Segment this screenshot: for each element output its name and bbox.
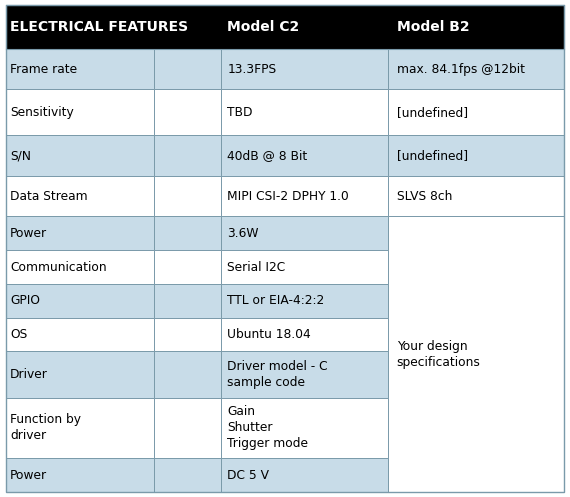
- Text: Data Stream: Data Stream: [10, 190, 88, 203]
- Text: Power: Power: [10, 227, 47, 240]
- Text: Communication: Communication: [10, 260, 107, 273]
- Text: Your design
specifications: Your design specifications: [397, 340, 481, 369]
- Text: Frame rate: Frame rate: [10, 63, 78, 76]
- Bar: [6, 458, 154, 492]
- Text: max. 84.1fps @12bit: max. 84.1fps @12bit: [397, 63, 525, 76]
- Text: OS: OS: [10, 328, 27, 341]
- Bar: [6, 351, 154, 398]
- Text: GPIO: GPIO: [10, 294, 40, 307]
- Text: MIPI CSI-2 DPHY 1.0: MIPI CSI-2 DPHY 1.0: [227, 190, 349, 203]
- Bar: [6, 284, 154, 318]
- Bar: [388, 89, 564, 136]
- Bar: [221, 136, 388, 176]
- Text: TTL or EIA-4:2:2: TTL or EIA-4:2:2: [227, 294, 325, 307]
- Bar: [154, 136, 221, 176]
- Bar: [221, 458, 388, 492]
- Text: 13.3FPS: 13.3FPS: [227, 63, 276, 76]
- Bar: [221, 176, 388, 216]
- Bar: [221, 49, 388, 89]
- Bar: [154, 351, 221, 398]
- Bar: [154, 458, 221, 492]
- Bar: [154, 216, 221, 250]
- Bar: [154, 284, 221, 318]
- Bar: [6, 216, 154, 250]
- Bar: [221, 216, 388, 250]
- Text: Power: Power: [10, 469, 47, 482]
- Bar: [388, 216, 564, 492]
- Text: Gain
Shutter
Trigger mode: Gain Shutter Trigger mode: [227, 406, 308, 450]
- Bar: [221, 318, 388, 351]
- Bar: [388, 49, 564, 89]
- Bar: [6, 49, 154, 89]
- Bar: [6, 89, 154, 136]
- Bar: [388, 176, 564, 216]
- Text: Driver: Driver: [10, 368, 48, 381]
- Text: [undefined]: [undefined]: [397, 149, 468, 162]
- Text: SLVS 8ch: SLVS 8ch: [397, 190, 452, 203]
- Bar: [154, 49, 221, 89]
- Bar: [6, 5, 564, 49]
- Text: TBD: TBD: [227, 106, 253, 119]
- Text: Driver model - C
sample code: Driver model - C sample code: [227, 360, 328, 389]
- Bar: [154, 318, 221, 351]
- Text: Ubuntu 18.04: Ubuntu 18.04: [227, 328, 311, 341]
- Bar: [388, 136, 564, 176]
- Text: ELECTRICAL FEATURES: ELECTRICAL FEATURES: [10, 20, 188, 34]
- Bar: [6, 398, 154, 458]
- Bar: [6, 250, 154, 284]
- Bar: [221, 398, 388, 458]
- Bar: [154, 176, 221, 216]
- Bar: [154, 89, 221, 136]
- Bar: [6, 136, 154, 176]
- Text: Sensitivity: Sensitivity: [10, 106, 74, 119]
- Text: [undefined]: [undefined]: [397, 106, 468, 119]
- Bar: [221, 351, 388, 398]
- Bar: [221, 89, 388, 136]
- Text: S/N: S/N: [10, 149, 31, 162]
- Bar: [221, 250, 388, 284]
- Bar: [154, 398, 221, 458]
- Text: Serial I2C: Serial I2C: [227, 260, 286, 273]
- Text: Model C2: Model C2: [227, 20, 300, 34]
- Bar: [221, 284, 388, 318]
- Text: 40dB @ 8 Bit: 40dB @ 8 Bit: [227, 149, 308, 162]
- Text: 3.6W: 3.6W: [227, 227, 259, 240]
- Bar: [6, 318, 154, 351]
- Bar: [6, 176, 154, 216]
- Text: DC 5 V: DC 5 V: [227, 469, 270, 482]
- Text: Model B2: Model B2: [397, 20, 469, 34]
- Text: Function by
driver: Function by driver: [10, 414, 81, 442]
- Bar: [154, 250, 221, 284]
